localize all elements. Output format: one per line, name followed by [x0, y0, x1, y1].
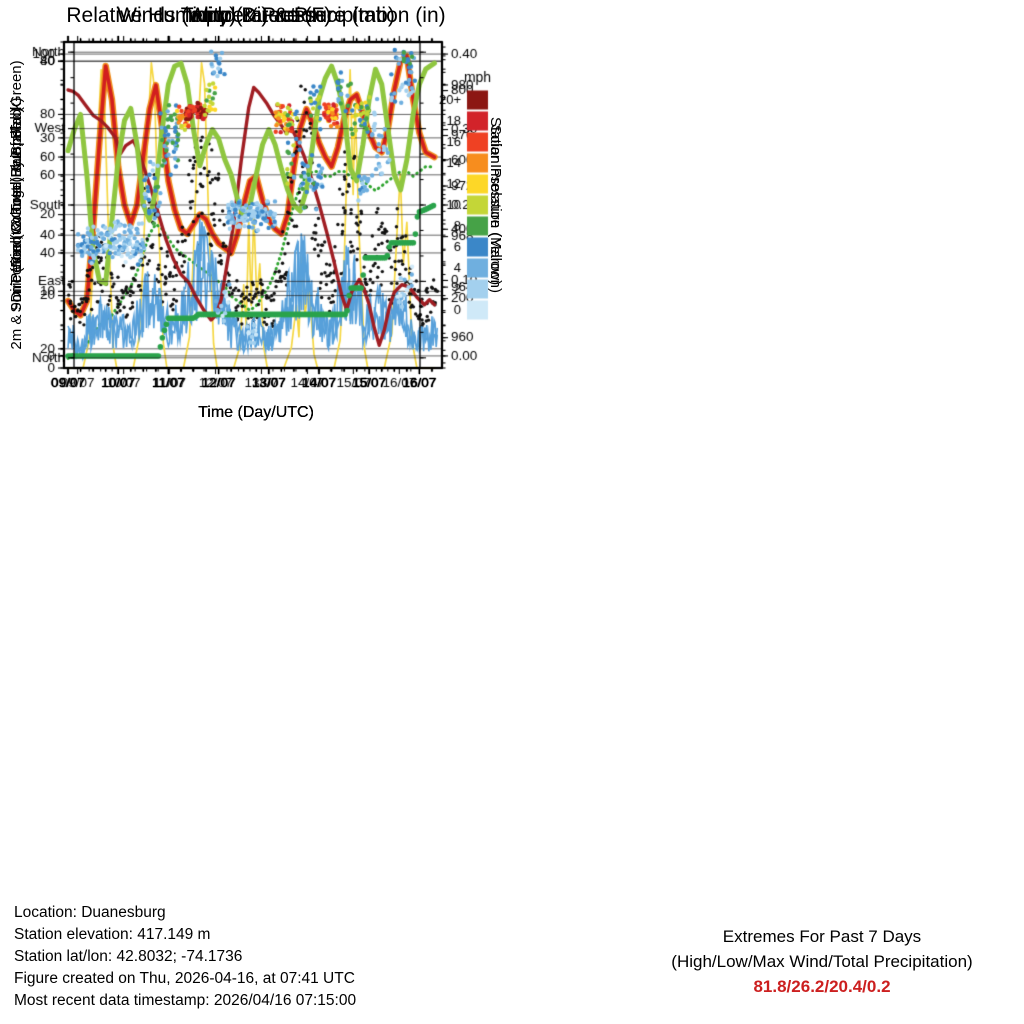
wind-direction-y-axis-label-left: Direction (Colored By Speed) [8, 107, 25, 303]
station-latlon: Station lat/lon: 42.8032; -74.1736 [14, 948, 243, 965]
station-location: Location: Duanesburg [14, 904, 166, 921]
figure-created-timestamp: Figure created on Thu, 2026-04-16, at 07… [14, 970, 355, 987]
extremes-block: Extremes For Past 7 Days (High/Low/Max W… [620, 924, 1024, 999]
extremes-title: Extremes For Past 7 Days [722, 927, 922, 946]
station-info: Location: Duanesburg Station elevation: … [14, 902, 356, 1012]
most-recent-data-timestamp: Most recent data timestamp: 2026/04/16 0… [14, 992, 357, 1009]
wind-direction-chart-title: Wind Direction [187, 4, 325, 27]
station-elevation: Station elevation: 417.149 m [14, 926, 211, 943]
humidity-x-axis-label: Time (Day/UTC) [198, 404, 314, 421]
temperature-chart-title: Temperature (F) [180, 4, 332, 27]
extremes-subtitle: (High/Low/Max Wind/Total Precipitation) [671, 952, 973, 971]
extremes-values: 81.8/26.2/20.4/0.2 [753, 977, 891, 996]
winds-pressure-chart-title: Winds (mph) & Pressure (mb) [117, 4, 395, 27]
wind-direction-chart: Wind Direction Direction (Colored By Spe… [0, 0, 512, 422]
humidity-precip-chart-title: Relative Humidity (%) & Precipitation (i… [66, 4, 446, 27]
winds-x-axis-label: Time (Day/UTC) [198, 404, 314, 421]
wind-direction-x-axis-label: Time (Day/UTC) [198, 404, 314, 421]
temperature-x-axis-label: Time (Day/UTC) [198, 404, 314, 421]
wind-direction-plot [0, 32, 512, 404]
